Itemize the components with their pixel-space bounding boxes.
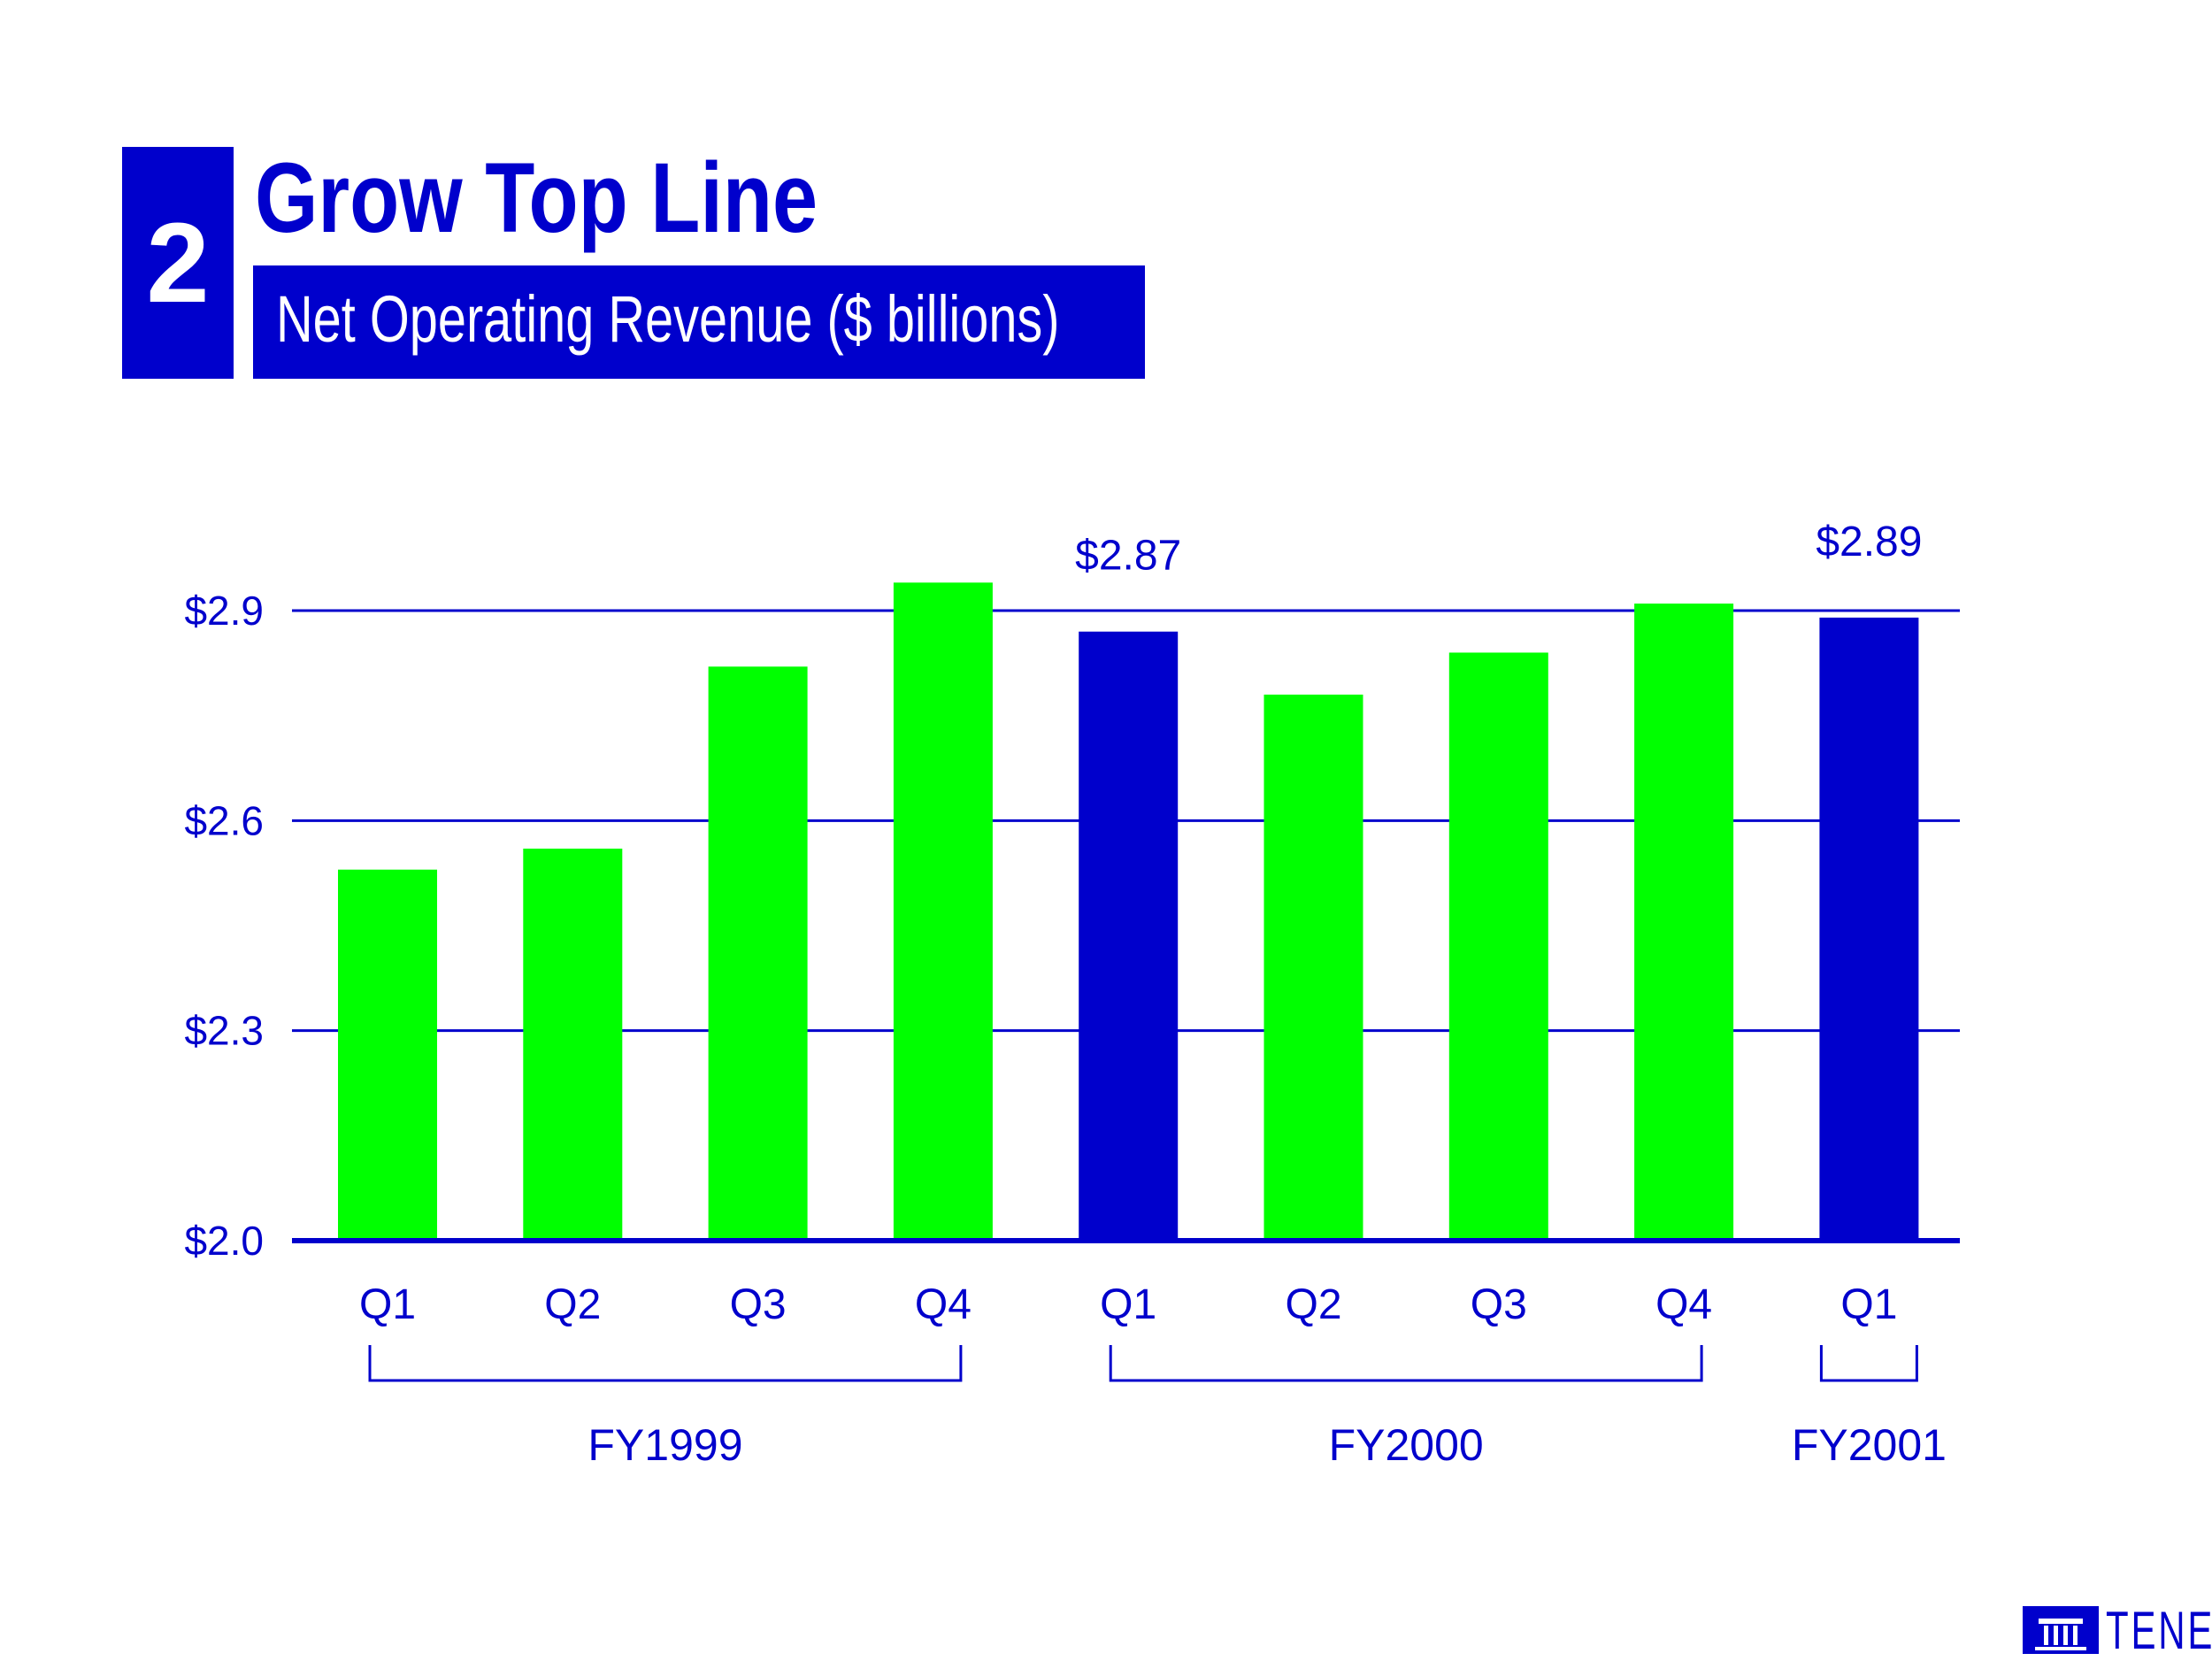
- bar: [338, 869, 437, 1241]
- bar: [1448, 652, 1548, 1241]
- slide-number-badge: 2: [122, 147, 234, 379]
- x-tick-label: Q1: [359, 1281, 416, 1328]
- y-tick-label: $2.0: [184, 1218, 264, 1264]
- group-bracket: [368, 1345, 963, 1382]
- x-tick-label: Q2: [1285, 1281, 1341, 1328]
- bar: [1634, 604, 1734, 1241]
- bar: [1819, 617, 1919, 1241]
- bar: [1263, 694, 1363, 1241]
- group-label: FY2000: [1329, 1420, 1484, 1470]
- logo-text: TENET.: [2106, 1600, 2212, 1660]
- y-tick-label: $2.3: [184, 1008, 264, 1054]
- group-label: FY2001: [1792, 1420, 1947, 1470]
- chart-subtitle: Net Operating Revenue ($ billions): [276, 282, 1060, 356]
- data-label: $2.89: [1816, 519, 1922, 565]
- x-tick-label: Q1: [1840, 1281, 1897, 1328]
- bar: [708, 666, 808, 1241]
- slide-title: Grow Top Line: [255, 142, 818, 253]
- slide-number: 2: [146, 199, 210, 327]
- data-label: $2.87: [1075, 533, 1181, 580]
- y-tick-label: $2.9: [184, 588, 264, 634]
- bar: [523, 848, 623, 1241]
- x-tick-label: Q3: [1471, 1281, 1527, 1328]
- x-tick-label: Q4: [915, 1281, 972, 1328]
- x-tick-label: Q4: [1655, 1281, 1712, 1328]
- group-label: FY1999: [588, 1420, 742, 1470]
- x-tick-label: Q1: [1100, 1281, 1156, 1328]
- group-bracket: [1819, 1345, 1918, 1382]
- bar: [893, 582, 993, 1241]
- logo-building-icon: [2023, 1606, 2099, 1654]
- subtitle-banner: [253, 265, 1145, 379]
- tenet-logo: TENET.: [2023, 1601, 2212, 1660]
- x-tick-label: Q2: [544, 1281, 601, 1328]
- group-bracket: [1109, 1345, 1703, 1382]
- x-tick-label: Q3: [730, 1281, 787, 1328]
- y-tick-label: $2.6: [184, 797, 264, 843]
- bar: [1079, 631, 1179, 1241]
